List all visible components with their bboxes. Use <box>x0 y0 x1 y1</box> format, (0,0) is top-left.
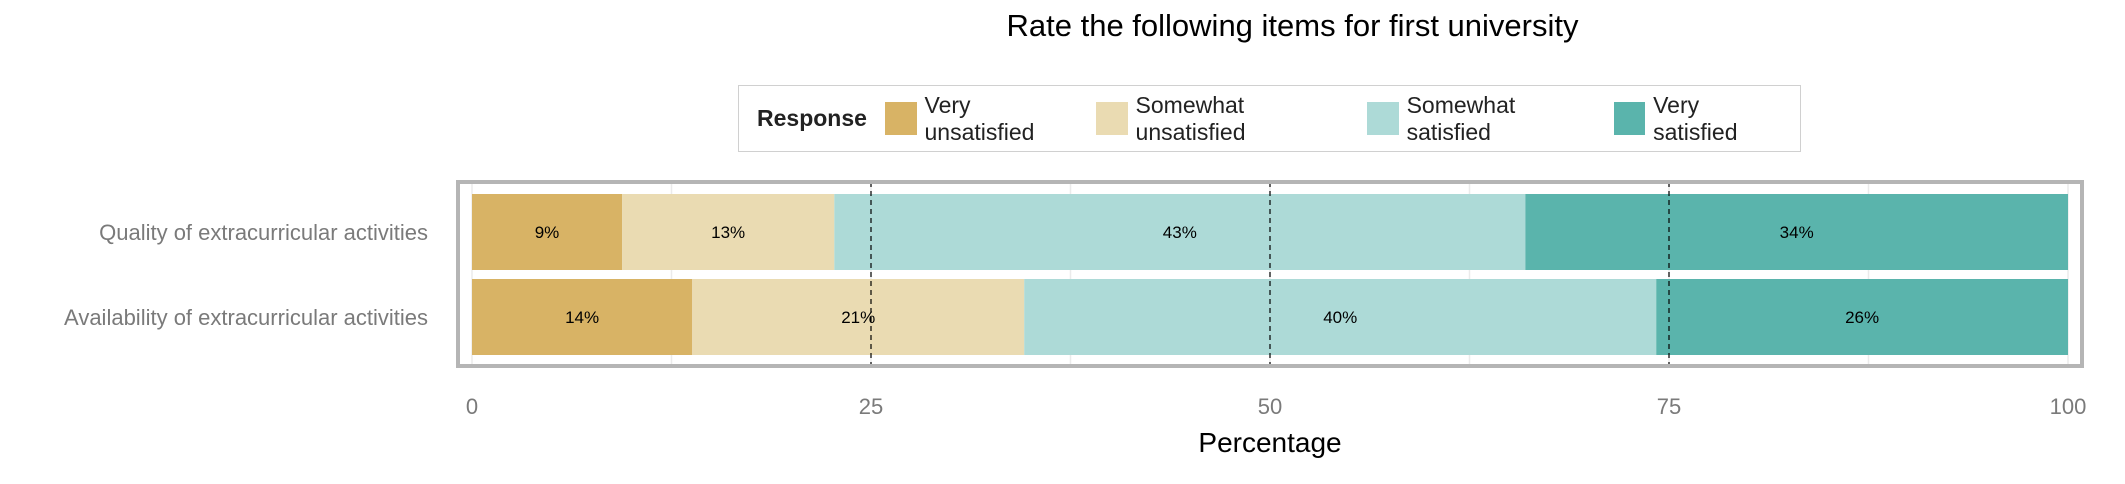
legend-item-very-satisfied: Very satisfied <box>1613 91 1784 146</box>
legend-label: Very satisfied <box>1653 91 1738 145</box>
data-label: 13% <box>711 223 745 242</box>
data-label: 21% <box>841 308 875 327</box>
data-label: 40% <box>1323 308 1357 327</box>
legend-key <box>1367 102 1399 135</box>
x-tick-label: 100 <box>2050 394 2087 419</box>
panel-border <box>456 180 2084 368</box>
category-label: Quality of extracurricular activities <box>99 220 428 245</box>
legend-item-very-unsatisfied: Very unsatisfied <box>884 91 1080 146</box>
legend-label: Somewhat unsatisfied <box>1135 91 1246 145</box>
x-axis-label: Percentage <box>1198 427 1341 458</box>
bar-segment <box>1656 279 2068 355</box>
bar-segment <box>622 194 835 270</box>
chart-title: Rate the following items for first unive… <box>1006 8 1579 43</box>
bar-segment <box>834 194 1526 270</box>
bar-segment <box>692 279 1025 355</box>
legend-label: Very unsatisfied <box>924 91 1035 145</box>
legend-label: Somewhat satisfied <box>1406 91 1516 145</box>
x-tick-label: 0 <box>466 394 478 419</box>
bar-segment <box>472 279 693 355</box>
legend-item-somewhat-satisfied: Somewhat satisfied <box>1367 92 1598 146</box>
x-tick-label: 25 <box>859 394 883 419</box>
legend-key <box>884 102 917 135</box>
legend-item-somewhat-unsatisfied: Somewhat unsatisfied <box>1095 91 1351 146</box>
bar-segment <box>472 194 623 270</box>
category-label: Availability of extracurricular activiti… <box>64 305 428 330</box>
data-label: 34% <box>1780 223 1814 242</box>
x-tick-label: 75 <box>1657 394 1681 419</box>
data-label: 14% <box>565 308 599 327</box>
bar-segment <box>1525 194 2068 270</box>
legend: Response Very unsatisfied Somewhat unsat… <box>738 85 1801 152</box>
x-tick-label: 50 <box>1258 394 1282 419</box>
legend-title: Response <box>757 105 867 131</box>
data-label: 9% <box>535 223 560 242</box>
data-label: 43% <box>1163 223 1197 242</box>
legend-key <box>1613 102 1646 135</box>
legend-key <box>1095 102 1128 135</box>
data-label: 26% <box>1845 308 1879 327</box>
bar-segment <box>1024 279 1657 355</box>
